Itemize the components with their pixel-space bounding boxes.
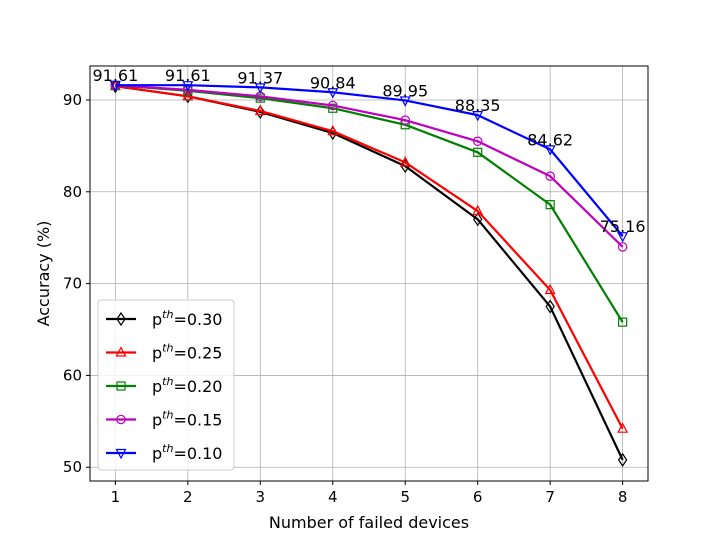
- series-point-marker: [472, 212, 483, 227]
- y-tick-label: 70: [63, 275, 82, 293]
- data-label: 89.95: [382, 81, 428, 100]
- series-point-marker: [399, 156, 411, 167]
- data-label: 88.35: [455, 96, 501, 115]
- series-point-marker: [472, 136, 483, 147]
- legend-item: pth=0.15: [106, 409, 222, 430]
- series-line: [115, 85, 624, 430]
- x-tick-label: 5: [400, 488, 410, 506]
- series-line: [115, 84, 624, 237]
- series-point-marker: [254, 83, 266, 94]
- x-tick-label: 4: [328, 488, 338, 506]
- series-point-marker: [544, 145, 556, 156]
- legend-label: pth=0.10: [152, 442, 222, 463]
- legend-item: pth=0.10: [106, 442, 222, 463]
- data-label: 91.61: [92, 66, 138, 85]
- plot-area-frame: [89, 65, 649, 482]
- series-point-marker: [545, 200, 555, 210]
- x-axis-ticks: 1 2 3 4 5 6 7 8: [111, 481, 628, 506]
- series-point-marker: [327, 88, 339, 99]
- series-point-marker: [473, 147, 483, 157]
- legend-label: pth=0.25: [152, 342, 222, 363]
- series-point-marker: [400, 115, 411, 125]
- y-tick-label: 80: [63, 183, 82, 201]
- y-tick-label: 90: [63, 91, 82, 109]
- series-point-marker: [116, 311, 126, 327]
- legend-label: pth=0.15: [152, 409, 222, 430]
- series-4: [110, 80, 628, 252]
- series-point-marker: [115, 448, 127, 460]
- x-tick-label: 3: [256, 488, 266, 506]
- series-point-marker: [328, 103, 338, 113]
- legend-box: [97, 299, 235, 471]
- data-label-layer: 91.61 91.61 91.37 90.84 89.95 88.35 84.62 75.16: [92, 66, 645, 236]
- series-point-marker: [472, 204, 484, 216]
- series-point-marker: [544, 283, 556, 295]
- series-5: [109, 81, 629, 243]
- y-axis-ticks: 50 60 70 80 90: [63, 91, 90, 476]
- data-label: 84.62: [527, 130, 573, 149]
- data-label: 90.84: [310, 73, 356, 92]
- series-point-marker: [327, 100, 338, 111]
- data-label: 75.16: [600, 217, 646, 236]
- series-point-marker: [472, 111, 484, 122]
- series-point-marker: [182, 81, 194, 92]
- legend-label: pth=0.20: [152, 375, 222, 396]
- data-label: 91.61: [165, 66, 211, 85]
- series-point-marker: [399, 96, 411, 107]
- series-point-marker: [254, 104, 266, 116]
- series-point-marker: [617, 242, 628, 252]
- series-point-marker: [618, 317, 628, 327]
- legend-item: pth=0.20: [106, 375, 222, 396]
- series-layer: [109, 79, 629, 467]
- y-tick-label: 50: [63, 458, 82, 476]
- legend-label: pth=0.30: [152, 308, 222, 329]
- x-tick-label: 8: [618, 488, 628, 506]
- series-point-marker: [545, 299, 555, 314]
- series-point-marker: [115, 346, 127, 357]
- x-tick-label: 7: [545, 488, 555, 506]
- series-point-marker: [617, 232, 629, 243]
- series-point-marker: [617, 452, 628, 467]
- series-point-marker: [545, 171, 555, 181]
- x-axis-label: Number of failed devices: [269, 513, 469, 532]
- series-point-marker: [116, 381, 126, 391]
- x-tick-label: 6: [473, 488, 483, 506]
- y-axis-label: Accuracy (%): [34, 221, 53, 327]
- data-label: 91.37: [237, 68, 283, 87]
- x-tick-label: 2: [183, 488, 193, 506]
- series-line: [115, 84, 624, 248]
- legend-item: pth=0.25: [106, 342, 222, 363]
- y-tick-label: 60: [63, 366, 82, 384]
- legend: pth=0.30 pth=0.25 pth=0.20 pth=0.15 pth=0.10: [97, 299, 235, 471]
- series-point-marker: [116, 414, 126, 425]
- series-point-marker: [327, 124, 339, 136]
- series-point-marker: [109, 81, 121, 92]
- x-tick-label: 1: [111, 488, 121, 506]
- series-point-marker: [182, 90, 194, 101]
- legend-item: pth=0.30: [106, 308, 222, 329]
- grid-lines: [90, 66, 648, 481]
- series-point-marker: [617, 422, 629, 433]
